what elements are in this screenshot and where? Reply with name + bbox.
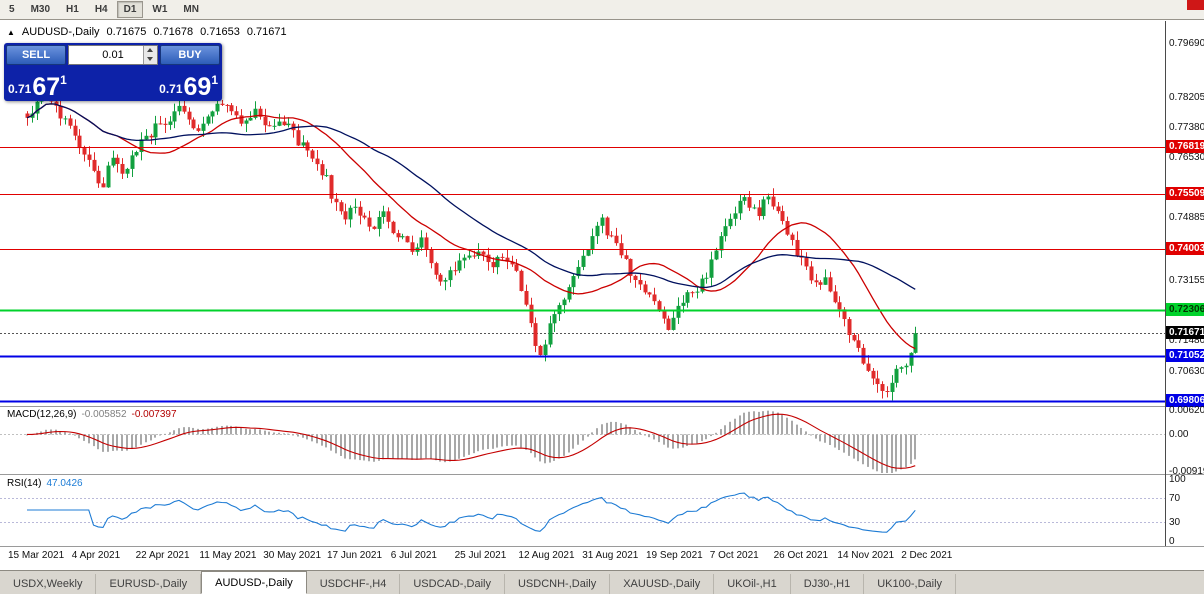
rsi-indicator-label: RSI(14) 47.0426: [7, 478, 83, 489]
date-label: 15 Mar 2021: [8, 550, 65, 561]
chart-symbol-header: ▲ AUDUSD-,Daily 0.71675 0.71678 0.71653 …: [7, 26, 287, 38]
chart-tab-usdcnh-daily[interactable]: USDCNH-,Daily: [505, 574, 611, 594]
buy-button[interactable]: BUY: [160, 45, 220, 65]
chart-tab-xauusd-daily[interactable]: XAUUSD-,Daily: [610, 574, 715, 594]
timeframe-w1[interactable]: W1: [152, 4, 168, 15]
chart-tab-usdcad-daily[interactable]: USDCAD-,Daily: [400, 574, 505, 594]
macd-tick: 0.00: [1169, 429, 1189, 441]
price-tick: 0.70630: [1169, 365, 1204, 377]
ohlc-low: 0.71653: [200, 26, 240, 38]
chart-tab-bar: USDX,Weekly EURUSD-,Daily AUDUSD-,Daily USD…: [0, 570, 1204, 594]
timeframe-toolbar: 5 M30 H1 H4 D1 W1 MN: [0, 0, 1204, 20]
level-price-label: 0.76819: [1166, 139, 1204, 153]
current-price-label: 0.71671: [1166, 326, 1204, 340]
lot-increase-icon[interactable]: [144, 46, 157, 55]
price-tick: 0.74885: [1169, 211, 1204, 223]
sell-button[interactable]: SELL: [6, 45, 66, 65]
rsi-tick: 70: [1169, 492, 1181, 504]
ask-price[interactable]: 0.71 69 1: [113, 67, 220, 99]
date-label: 6 Jul 2021: [390, 550, 437, 561]
price-tick: 0.71480: [1169, 335, 1204, 347]
macd-name: MACD(12,26,9): [7, 409, 77, 420]
date-label: 30 May 2021: [263, 550, 322, 561]
date-label: 31 Aug 2021: [582, 550, 639, 561]
macd-main-value: -0.005852: [81, 409, 127, 420]
timeframe-m30[interactable]: M30: [30, 4, 51, 15]
chart-tab-usdx-weekly[interactable]: USDX,Weekly: [0, 574, 97, 594]
date-label: 4 Apr 2021: [71, 550, 121, 561]
ask-price-pips: 69: [183, 72, 212, 101]
price-tick: 0.77380: [1169, 121, 1204, 133]
ask-price-point: 1: [211, 73, 218, 87]
date-label: 2 Dec 2021: [901, 550, 953, 561]
chart-tab-dj30-h1[interactable]: DJ30-,H1: [791, 574, 865, 594]
rsi-value: 47.0426: [46, 478, 83, 489]
timeframe-d1[interactable]: D1: [116, 1, 144, 18]
one-click-trade-panel: SELL 0.01 BUY 0.71 67 1 0.71 69 1: [4, 43, 222, 101]
level-price-label: 0.72306: [1166, 303, 1204, 317]
ohlc-close: 0.71671: [246, 26, 287, 38]
lot-size-value: 0.01: [102, 49, 124, 61]
price-tick: 0.79690: [1169, 37, 1204, 49]
ohlc-high: 0.71678: [153, 26, 194, 38]
bid-price[interactable]: 0.71 67 1: [6, 67, 113, 99]
time-axis: 15 Mar 2021 4 Apr 2021 22 Apr 2021 11 May 2…: [0, 550, 1165, 564]
bid-price-pips: 67: [32, 72, 61, 101]
chart-tab-uk100-daily[interactable]: UK100-,Daily: [864, 574, 957, 594]
date-label: 12 Aug 2021: [518, 550, 575, 561]
price-tick: 0.73155: [1169, 274, 1204, 286]
rsi-name: RSI(14): [7, 478, 42, 489]
macd-indicator-label: MACD(12,26,9) -0.005852 -0.007397: [7, 409, 177, 420]
timeframe-5[interactable]: 5: [9, 4, 15, 15]
chart-tab-usdchf-h4[interactable]: USDCHF-,H4: [307, 574, 401, 594]
level-price-label: 0.71052: [1166, 348, 1204, 362]
trade-panel-quotes: 0.71 67 1 0.71 69 1: [6, 67, 220, 99]
rsi-tick: 0: [1169, 535, 1175, 547]
date-label: 7 Oct 2021: [709, 550, 759, 561]
chart-region: ▲ AUDUSD-,Daily 0.71675 0.71678 0.71653 …: [0, 21, 1204, 570]
lot-stepper[interactable]: [143, 46, 157, 64]
price-tick: 0.76530: [1169, 152, 1204, 164]
lot-decrease-icon[interactable]: [144, 55, 157, 64]
date-label: 26 Oct 2021: [773, 550, 829, 561]
chart-tab-eurusd-daily[interactable]: EURUSD-,Daily: [96, 574, 202, 594]
level-price-label: 0.75509: [1166, 187, 1204, 201]
rsi-tick: 30: [1169, 517, 1181, 529]
trade-panel-controls: SELL 0.01 BUY: [6, 45, 220, 65]
price-chart-canvas[interactable]: [0, 21, 1204, 547]
price-tick: 0.78205: [1169, 91, 1204, 103]
collapse-trade-panel-icon[interactable]: ▲: [7, 27, 15, 37]
symbol-title: AUDUSD-,Daily: [21, 26, 100, 38]
bid-price-point: 1: [60, 73, 67, 87]
date-label: 25 Jul 2021: [454, 550, 507, 561]
lot-size-input[interactable]: 0.01: [68, 45, 158, 65]
level-price-label: 0.69806: [1166, 393, 1204, 407]
ohlc-open: 0.71675: [106, 26, 147, 38]
date-label: 11 May 2021: [199, 550, 257, 561]
timeframe-mn[interactable]: MN: [183, 4, 199, 15]
timeframe-h1[interactable]: H1: [66, 4, 79, 15]
rsi-tick: 100: [1169, 474, 1186, 486]
date-label: 17 Jun 2021: [327, 550, 383, 561]
macd-signal-value: -0.007397: [131, 409, 177, 420]
ask-price-prefix: 0.71: [159, 82, 183, 96]
date-label: 19 Sep 2021: [646, 550, 703, 561]
macd-tick: -0.00919: [1169, 465, 1204, 477]
window-accent: [1187, 0, 1204, 10]
timeframe-h4[interactable]: H4: [94, 4, 108, 15]
chart-tab-audusd-daily[interactable]: AUDUSD-,Daily: [201, 571, 307, 594]
chart-tab-ukoil-h1[interactable]: UKOil-,H1: [714, 574, 791, 594]
level-price-label: 0.74003: [1166, 241, 1204, 255]
macd-tick: 0.00620: [1169, 404, 1204, 416]
date-label: 22 Apr 2021: [135, 550, 190, 561]
date-label: 14 Nov 2021: [837, 550, 895, 561]
bid-price-prefix: 0.71: [8, 82, 32, 96]
